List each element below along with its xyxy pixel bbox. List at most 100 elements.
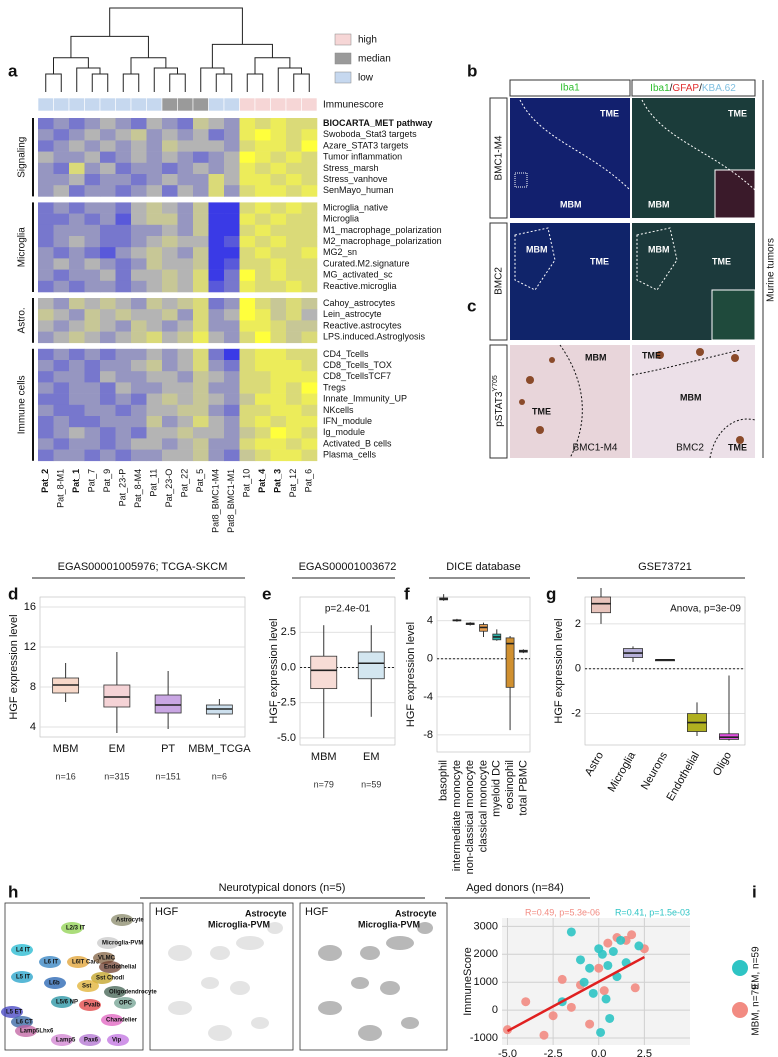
heatmap-cell (224, 371, 240, 383)
column-label: Pat8_BMC1-M4 (211, 469, 221, 533)
dendrogram-branch (153, 67, 178, 92)
y-tick-label: -5.0 (277, 732, 296, 744)
heatmap-cell (84, 202, 101, 214)
heatmap-cell (239, 269, 256, 282)
heatmap-cell (38, 360, 54, 372)
heatmap-cell (208, 162, 225, 175)
column-label: Pat_8-M4 (133, 469, 143, 508)
cell-cluster (1, 1006, 23, 1018)
row-label: Stress_vanhove (323, 174, 388, 184)
heatmap-cell (115, 438, 132, 450)
x-tick-label: Oligo (711, 750, 734, 778)
heatmap-cell (255, 185, 271, 197)
heatmap-cell (53, 213, 70, 226)
umap-blob (360, 946, 380, 960)
heatmap-cell (286, 382, 302, 394)
heatmap-cell (69, 449, 85, 462)
annotation: Anova, p=3e-09 (670, 604, 741, 615)
x-tick-label: Astro (583, 750, 606, 778)
heatmap-cell (53, 258, 70, 270)
cell-cluster (51, 996, 73, 1008)
heatmap-cell (224, 416, 240, 428)
heatmap-cell (162, 371, 178, 383)
heatmap-cell (255, 118, 271, 130)
heatmap-cell (100, 404, 116, 417)
heatmap-cell (255, 331, 271, 344)
dendrogram-branch (109, 7, 243, 45)
heatmap-cell (162, 118, 178, 130)
heatmap-cell (100, 427, 116, 439)
y-axis-label: HGF expression level (8, 614, 20, 719)
heatmap-cell (146, 118, 163, 130)
immunescore-cell (68, 97, 85, 112)
cell-type-label: L5 IT (16, 975, 30, 981)
cell-type-label: Lamp5Lhx6 (20, 1029, 54, 1035)
point (548, 1011, 558, 1021)
heatmap-cell (224, 348, 240, 361)
heatmap-cell (69, 331, 85, 344)
umap-blob (251, 1017, 269, 1029)
heatmap-cell (131, 382, 147, 394)
heatmap-cell (255, 258, 271, 270)
heatmap-cell (38, 247, 54, 259)
row-label: Tumor inflammation (323, 152, 402, 162)
heatmap-cell (53, 427, 70, 439)
heatmap-cell (239, 371, 256, 383)
box (310, 655, 338, 690)
box (357, 651, 385, 680)
point (594, 963, 604, 973)
heatmap-cell (286, 298, 302, 310)
heatmap-cell (193, 404, 209, 417)
region-label: MBM (680, 392, 702, 402)
heatmap-cell (208, 213, 225, 226)
heatmap-cell (255, 348, 271, 361)
heatmap-cell (239, 360, 256, 372)
heatmap-cell (162, 269, 178, 282)
heatmap-cell (131, 151, 147, 164)
heatmap-cell (131, 371, 147, 383)
heatmap-cell (255, 371, 271, 383)
heatmap-cell (100, 140, 116, 152)
heatmap-cell (193, 269, 209, 282)
heatmap-cell (301, 224, 318, 237)
immunescore-cell (130, 97, 147, 112)
x-tick-label: -5.0 (498, 1048, 517, 1057)
heatmap-cell (84, 213, 101, 226)
heatmap-cell (270, 185, 287, 197)
box (154, 694, 182, 714)
immunescore-cell (99, 97, 116, 112)
point (585, 963, 595, 973)
y-tick-label: 0 (427, 653, 433, 665)
heatmap-cell (193, 371, 209, 383)
heatmap-cell (177, 382, 194, 394)
heatmap-cell (69, 236, 85, 248)
heatmap-cell (177, 140, 194, 152)
heatmap-cell (69, 224, 85, 237)
heatmap-cell (162, 404, 178, 417)
heatmap-cell (53, 320, 70, 332)
point (601, 994, 611, 1004)
legend-swatch (732, 1002, 748, 1018)
heatmap-cell (115, 320, 132, 332)
heatmap-cell (177, 393, 194, 406)
column-label: Pat_11 (149, 469, 159, 497)
heatmap-cell (131, 280, 147, 293)
heatmap-cell (146, 371, 163, 383)
heatmap-cell (255, 151, 271, 164)
heatmap-cell (193, 202, 209, 214)
point (605, 1013, 615, 1023)
dendrogram-branch (200, 67, 225, 92)
heatmap-cell (239, 427, 256, 439)
heatmap-cell (131, 202, 147, 214)
heatmap-cell (146, 224, 163, 237)
cell-cluster (51, 1034, 73, 1046)
heatmap-cell (270, 174, 287, 186)
heatmap-cell (100, 224, 116, 237)
region-label: TME (728, 108, 747, 118)
heatmap-cell (270, 280, 287, 293)
header-part: Iba1 (650, 83, 670, 94)
heatmap-cell (208, 185, 225, 197)
column-label: Pat8_BMC1-M1 (226, 469, 236, 533)
heatmap-cell (224, 360, 240, 372)
heatmap-cell (84, 151, 101, 164)
